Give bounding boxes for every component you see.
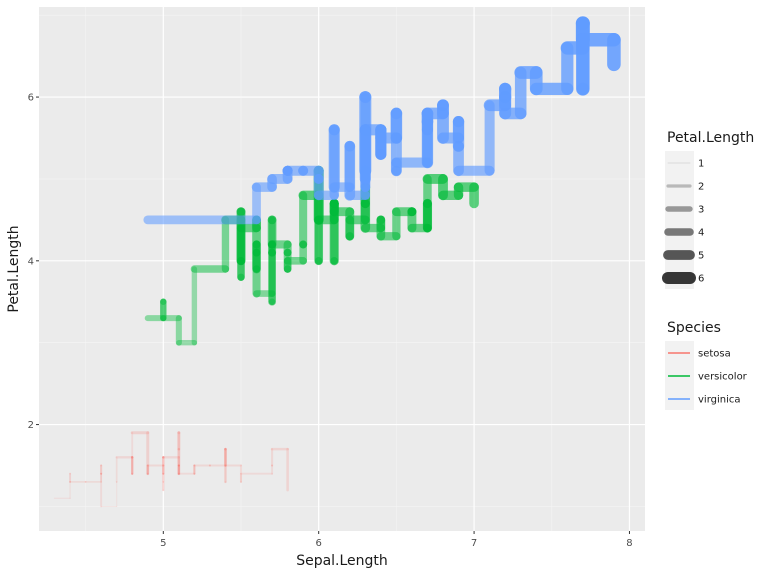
legend-color-label: virginica xyxy=(698,395,741,406)
legend-size-label: 5 xyxy=(698,251,704,262)
series-virginica xyxy=(143,16,621,225)
legend-size-label: 2 xyxy=(698,182,704,193)
x-tick-label: 7 xyxy=(471,538,477,549)
legend-species: Species setosa versicolor virginica xyxy=(665,320,748,410)
legend-color-label: setosa xyxy=(698,349,731,360)
series-layer xyxy=(53,16,621,508)
major-grid xyxy=(39,7,645,531)
y-tick-label: 4 xyxy=(28,256,34,267)
legend-title: Species xyxy=(667,320,721,336)
y-tick-label: 2 xyxy=(28,420,34,431)
y-axis: 2 4 6 xyxy=(28,93,39,431)
x-tick-label: 6 xyxy=(316,538,322,549)
x-axis: 5 6 7 8 xyxy=(160,531,633,549)
y-tick-label: 6 xyxy=(28,93,34,104)
legend-size-label: 1 xyxy=(698,159,704,170)
legend-size-label: 3 xyxy=(698,205,704,216)
y-axis-title: Petal.Length xyxy=(6,225,22,312)
legend-size-label: 4 xyxy=(698,228,704,239)
legend-key-bg xyxy=(665,151,694,289)
legend-petal-length: Petal.Length 1 2 3 4 5 6 xyxy=(662,130,754,289)
x-axis-title: Sepal.Length xyxy=(296,553,388,569)
x-tick-label: 8 xyxy=(626,538,632,549)
legend-title: Petal.Length xyxy=(667,130,754,146)
series-setosa xyxy=(53,431,289,508)
legend-color-label: versicolor xyxy=(698,372,748,383)
legend-size-label: 6 xyxy=(698,274,704,285)
x-tick-label: 5 xyxy=(160,538,166,549)
